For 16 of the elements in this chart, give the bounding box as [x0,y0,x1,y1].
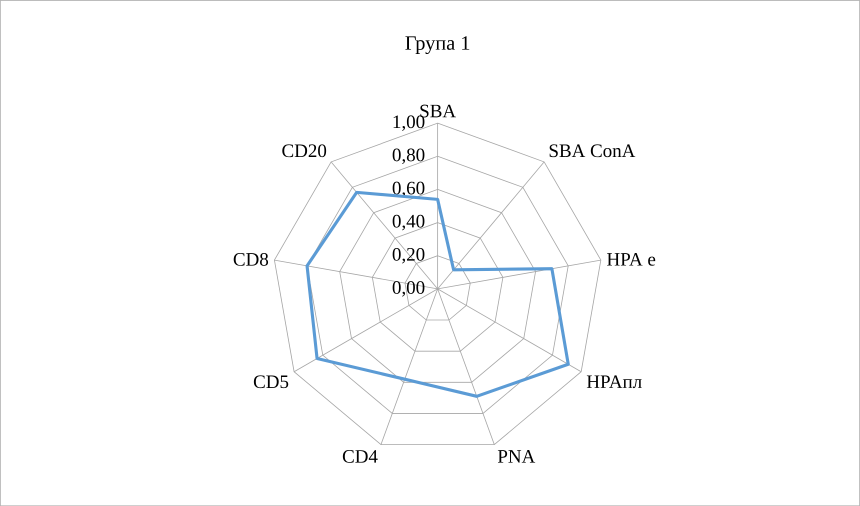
y-tick-label: 0,20 [392,248,424,264]
y-tick-label: 1,00 [394,115,424,131]
chart-title: Група 1 [405,36,470,54]
spoke-label: HPAпл [586,375,642,388]
spoke-label: HPA e [607,252,656,266]
spoke-label: CD4 [342,450,378,463]
y-tick-label: 0,40 [392,214,424,230]
spoke-label: SBA ConA [550,144,636,158]
spoke-label: SBA [420,104,456,118]
spoke-label: CD8 [234,252,268,266]
spoke-label: CD20 [282,144,326,158]
y-tick-label: 0,00 [392,281,424,297]
y-tick-label: 0,60 [392,182,424,198]
spoke-label: PNA [498,450,536,463]
y-tick-label: 0,80 [392,148,424,164]
spoke-label: CD5 [254,375,288,388]
